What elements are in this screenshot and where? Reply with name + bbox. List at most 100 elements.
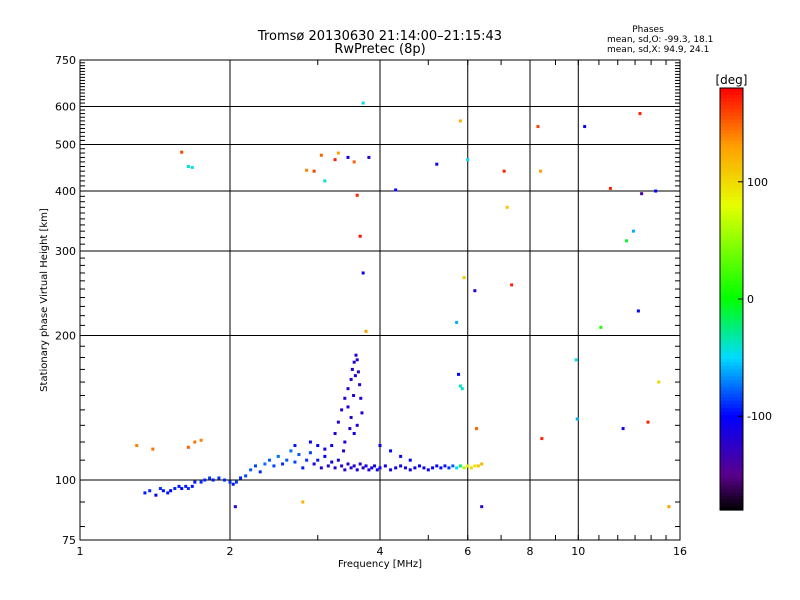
colorbar: [deg] 100 0 -100 — [716, 73, 772, 511]
data-point — [333, 158, 337, 162]
data-point — [293, 444, 297, 448]
colorbar-band — [720, 260, 743, 265]
colorbar-band — [720, 207, 743, 212]
data-point — [462, 276, 466, 280]
data-point — [186, 487, 190, 491]
colorbar-tick-label: 0 — [747, 293, 754, 306]
data-point — [193, 440, 197, 444]
colorbar-band — [720, 422, 743, 427]
data-point — [469, 466, 473, 470]
phases-title: Phases — [632, 25, 664, 35]
colorbar-band — [720, 404, 743, 409]
colorbar-band — [720, 316, 743, 321]
colorbar-band — [720, 105, 743, 110]
colorbar-band — [720, 225, 743, 230]
colorbar-band — [720, 116, 743, 121]
data-point — [383, 464, 387, 468]
colorbar-band — [720, 88, 743, 93]
y-tick-label: 600 — [55, 101, 76, 114]
colorbar-band — [720, 358, 743, 363]
colorbar-band — [720, 133, 743, 138]
data-point — [281, 462, 285, 466]
data-point — [316, 458, 320, 462]
colorbar-band — [720, 429, 743, 434]
colorbar-band — [720, 281, 743, 286]
data-point — [217, 476, 221, 480]
data-point — [323, 447, 327, 451]
data-point — [350, 367, 354, 371]
data-point — [378, 444, 382, 448]
colorbar-band — [720, 102, 743, 107]
colorbar-band — [720, 474, 743, 479]
data-point — [353, 374, 357, 378]
colorbar-band — [720, 253, 743, 258]
colorbar-band — [720, 168, 743, 173]
colorbar-band — [720, 492, 743, 497]
data-point — [358, 462, 362, 466]
data-point — [364, 464, 368, 468]
colorbar-band — [720, 453, 743, 458]
data-point — [667, 505, 671, 509]
data-point — [301, 466, 305, 470]
colorbar-band — [720, 464, 743, 469]
colorbar-band — [720, 172, 743, 177]
colorbar-band — [720, 418, 743, 423]
data-point — [378, 466, 382, 470]
data-point — [657, 380, 661, 384]
data-point — [608, 186, 612, 190]
data-point — [352, 464, 356, 468]
colorbar-band — [720, 263, 743, 268]
colorbar-band — [720, 200, 743, 205]
data-point — [455, 466, 459, 470]
colorbar-band — [720, 295, 743, 300]
data-point — [190, 165, 194, 169]
data-point — [312, 462, 316, 466]
colorbar-band — [720, 393, 743, 399]
data-point — [370, 466, 374, 470]
data-point — [389, 468, 393, 472]
data-point — [180, 487, 184, 491]
colorbar-band — [720, 182, 743, 188]
data-point — [330, 444, 334, 448]
colorbar-band — [720, 277, 743, 283]
data-point — [154, 493, 158, 497]
data-point — [177, 484, 181, 488]
colorbar-band — [720, 320, 743, 325]
x-tick-label: 4 — [377, 545, 384, 558]
colorbar-band — [720, 161, 743, 166]
data-point — [352, 160, 356, 164]
colorbar-band — [720, 204, 743, 209]
x-tick-label: 6 — [464, 545, 471, 558]
colorbar-band — [720, 211, 743, 216]
colorbar-band — [720, 351, 743, 356]
data-point — [502, 169, 506, 173]
colorbar-band — [720, 221, 743, 226]
data-point — [143, 491, 147, 495]
data-point — [263, 462, 267, 466]
data-point — [399, 454, 403, 458]
data-point — [346, 405, 350, 409]
colorbar-band — [720, 144, 743, 149]
data-point — [231, 482, 235, 486]
data-point — [199, 438, 203, 442]
colorbar-band — [720, 151, 743, 156]
data-point — [349, 415, 353, 419]
data-point — [285, 458, 289, 462]
data-point — [447, 466, 451, 470]
colorbar-band — [720, 502, 743, 508]
colorbar-band — [720, 376, 743, 381]
colorbar-band — [720, 450, 743, 455]
data-point — [289, 449, 293, 453]
x-axis-label: Frequency [MHz] — [338, 559, 422, 570]
data-point — [301, 500, 305, 504]
data-point — [343, 440, 347, 444]
data-point — [646, 420, 650, 424]
phases-line-o: mean, sd,O: -99.3, 18.1 — [607, 35, 713, 45]
data-point — [625, 239, 629, 243]
data-point — [451, 464, 455, 468]
data-point — [253, 464, 257, 468]
colorbar-band — [720, 158, 743, 163]
data-point — [367, 468, 371, 472]
data-point — [323, 454, 327, 458]
data-point — [305, 458, 309, 462]
